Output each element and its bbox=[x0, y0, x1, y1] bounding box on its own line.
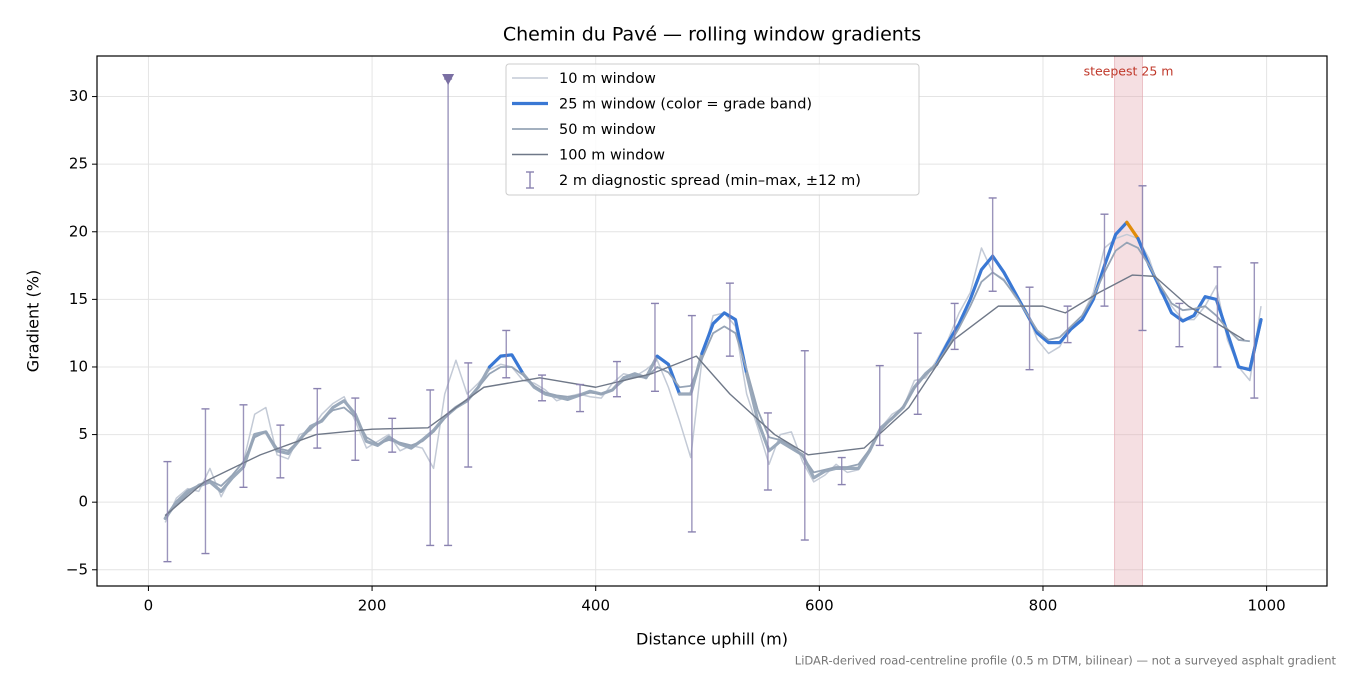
series-line bbox=[1125, 220, 1140, 241]
error-bar bbox=[1100, 213, 1109, 307]
error-bar bbox=[1213, 266, 1222, 368]
error-bar bbox=[1138, 185, 1147, 332]
y-tick-label: 0 bbox=[78, 493, 88, 511]
error-bar bbox=[313, 387, 322, 449]
error-bar bbox=[1063, 305, 1072, 344]
x-tick-label: 600 bbox=[805, 597, 834, 615]
series-line bbox=[164, 274, 1245, 517]
x-tick-label: 200 bbox=[358, 597, 387, 615]
y-tick-label: −5 bbox=[66, 560, 88, 578]
y-axis-label: Gradient (%) bbox=[24, 270, 43, 372]
legend-label: 50 m window bbox=[559, 122, 656, 138]
series-line bbox=[164, 241, 1250, 517]
x-tick-label: 0 bbox=[144, 597, 154, 615]
error-bar bbox=[913, 332, 922, 415]
error-bar bbox=[650, 302, 659, 393]
legend-label: 10 m window bbox=[559, 71, 656, 87]
error-bar bbox=[351, 397, 360, 461]
error-bar bbox=[1025, 286, 1034, 371]
error-bar bbox=[201, 408, 210, 555]
y-tick-label: 25 bbox=[69, 155, 88, 173]
error-bar bbox=[442, 73, 455, 547]
legend: 10 m window 25 m window (color = grade ba… bbox=[505, 63, 920, 196]
clip-marker bbox=[442, 73, 455, 85]
error-bar bbox=[464, 362, 473, 468]
axes-frame bbox=[96, 55, 1328, 587]
error-bar bbox=[875, 364, 884, 447]
highlight-span bbox=[1114, 56, 1143, 586]
legend-label: 25 m window (color = grade band) bbox=[559, 97, 812, 113]
error-bar bbox=[576, 383, 585, 413]
error-bar bbox=[276, 424, 285, 479]
error-bar bbox=[388, 417, 397, 453]
error-bar bbox=[800, 350, 809, 541]
y-tick-label: 30 bbox=[69, 87, 88, 105]
error-bar bbox=[239, 404, 248, 489]
x-tick-label: 400 bbox=[581, 597, 610, 615]
error-bar bbox=[725, 282, 734, 357]
highlight-label: steepest 25 m bbox=[1084, 64, 1174, 79]
error-bar bbox=[1175, 302, 1184, 348]
error-bar bbox=[687, 314, 696, 533]
legend-box bbox=[505, 63, 920, 196]
series-line bbox=[1248, 318, 1263, 372]
series-line bbox=[700, 311, 749, 376]
legend-label: 2 m diagnostic spread (min–max, ±12 m) bbox=[559, 173, 861, 189]
axes: 0 200 400 600 800 1000 −5 0 5 10 15 20 25 30 bbox=[66, 87, 1286, 614]
error-bar bbox=[612, 360, 621, 398]
error-bar bbox=[988, 197, 997, 292]
y-tick-label: 5 bbox=[78, 425, 88, 443]
y-tick-label: 15 bbox=[69, 290, 88, 308]
error-bar bbox=[502, 329, 511, 379]
chart-title: Chemin du Pavé — rolling window gradient… bbox=[503, 24, 921, 46]
x-tick-label: 800 bbox=[1029, 597, 1058, 615]
x-tick-label: 1000 bbox=[1248, 597, 1286, 615]
legend-label: 100 m window bbox=[559, 148, 665, 164]
footnote: LiDAR-derived road-centreline profile (0… bbox=[795, 654, 1337, 668]
error-bar bbox=[763, 412, 772, 491]
error-bar bbox=[163, 460, 172, 563]
y-tick-label: 10 bbox=[69, 357, 88, 375]
error-bar bbox=[426, 389, 435, 547]
series-line bbox=[521, 354, 659, 402]
error-bar bbox=[1250, 262, 1259, 399]
y-tick-label: 20 bbox=[69, 222, 88, 240]
series-line bbox=[655, 354, 682, 396]
error-bar bbox=[538, 374, 547, 402]
x-axis-label: Distance uphill (m) bbox=[636, 630, 788, 649]
error-bar bbox=[837, 456, 846, 486]
plot-area bbox=[163, 56, 1263, 586]
error-bar bbox=[950, 302, 959, 351]
